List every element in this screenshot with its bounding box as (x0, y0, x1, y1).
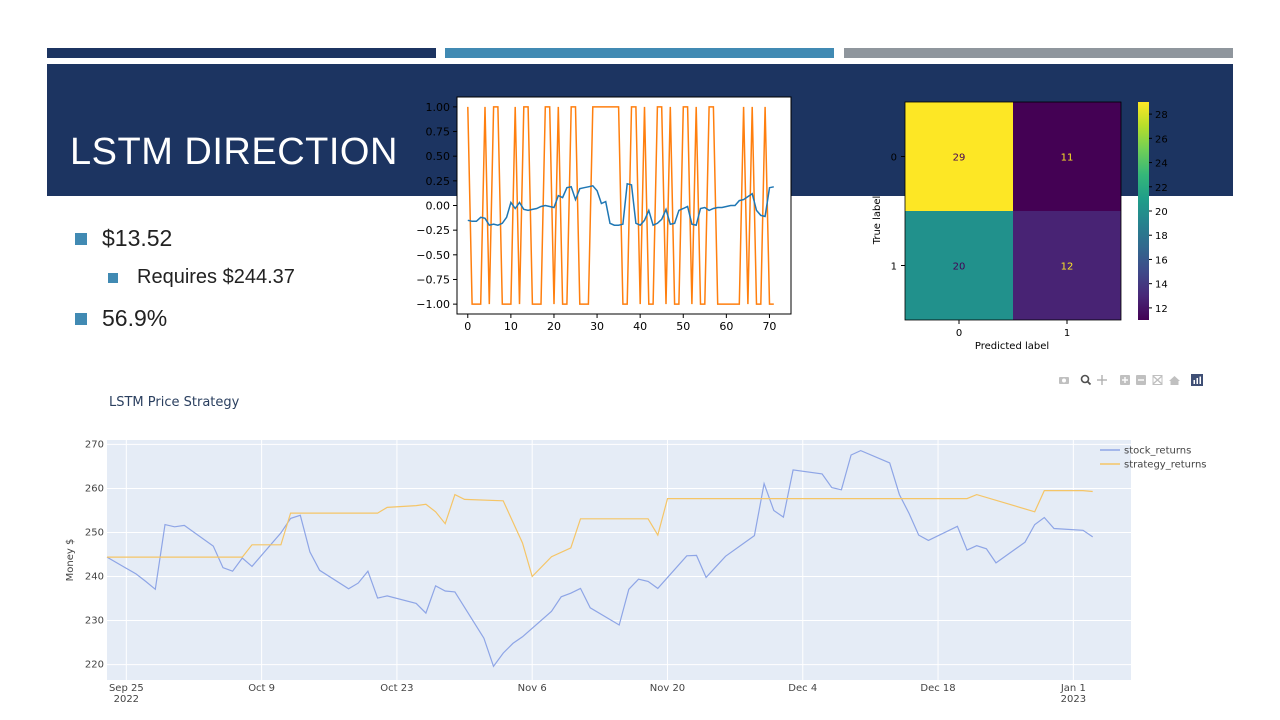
y-tick-label: 270 (85, 439, 104, 450)
chart-title: LSTM Price Strategy (109, 395, 240, 410)
y-tick-label: −0.75 (416, 273, 450, 286)
x-tick-label: 0 (956, 328, 962, 339)
zoom-out-icon[interactable] (1136, 375, 1146, 385)
x-tick-label: 1 (1064, 328, 1070, 339)
x-tick-label: Dec 18 (920, 683, 955, 694)
direction-line-chart: 0 10 20 30 40 50 60 70 1.00 0.75 0.50 0.25 0.00 −0.25… (416, 96, 792, 333)
zoom-in-icon[interactable] (1120, 375, 1130, 385)
plotly-toolbar (1056, 372, 1206, 388)
y-tick-label: 0.75 (426, 126, 451, 139)
predicted-direction-line (467, 106, 774, 305)
y-tick-label: −0.25 (416, 224, 450, 237)
y-tick-label: 0.50 (426, 150, 451, 163)
autoscale-icon[interactable] (1152, 375, 1163, 385)
y-tick-label: 0.25 (426, 175, 451, 188)
accent-bar-gray (844, 48, 1233, 58)
plotly-logo-icon[interactable] (1191, 374, 1203, 386)
x-tick-label: 40 (633, 320, 647, 333)
bullet-marker (75, 313, 87, 325)
accent-bar-light (445, 48, 834, 58)
x-tick-label: 70 (762, 320, 776, 333)
y-tick-label: −1.00 (416, 298, 450, 311)
y-tick-label: 220 (85, 660, 104, 671)
matrix-cell (1013, 211, 1121, 320)
x-tick-label: 20 (547, 320, 561, 333)
y-tick-label: 1.00 (426, 101, 451, 114)
bullet-text: $13.52 (102, 225, 173, 251)
matrix-cell (1013, 102, 1121, 211)
slide-title: LSTM DIRECTION (70, 131, 398, 173)
x-tick-label: 30 (590, 320, 604, 333)
camera-icon[interactable] (1059, 377, 1069, 384)
colorbar-tick-label: 20 (1155, 207, 1168, 218)
colorbar-tick-label: 28 (1155, 110, 1168, 121)
colorbar-tick-label: 18 (1155, 231, 1168, 242)
y-tick-label: 250 (85, 527, 104, 538)
legend-label[interactable]: stock_returns (1124, 446, 1191, 457)
x-tick-label: Oct 23 (380, 683, 413, 694)
matrix-cell (905, 211, 1013, 320)
matrix-cell-value: 29 (953, 153, 966, 164)
pan-icon[interactable] (1097, 375, 1107, 385)
matrix-cell-value: 20 (953, 262, 966, 273)
x-tick-label: Oct 9 (248, 683, 275, 694)
colorbar-tick-label: 26 (1155, 134, 1168, 145)
plot-area (107, 440, 1131, 680)
x-tick-label: Nov 6 (518, 683, 547, 694)
legend-label[interactable]: strategy_returns (1124, 460, 1207, 471)
colorbar-tick-label: 14 (1155, 280, 1168, 291)
bullet-text: 56.9% (102, 305, 168, 331)
colorbar-tick-label: 24 (1155, 159, 1168, 170)
accent-bar-dark (47, 48, 436, 58)
colorbar-tick-label: 16 (1155, 255, 1168, 266)
bullet-marker (75, 233, 87, 245)
home-icon[interactable] (1169, 376, 1180, 385)
x-tick-label: Jan 1 (1060, 683, 1086, 694)
colorbar-tick-label: 12 (1155, 304, 1168, 315)
price-strategy-chart: LSTM Price Strategy 220 230 240 250 260 270 Se… (65, 395, 1207, 705)
y-tick-label: 230 (85, 616, 104, 627)
x-tick-label: 10 (504, 320, 518, 333)
bullet-marker (108, 273, 118, 283)
matrix-cell-value: 12 (1061, 262, 1074, 273)
bullet-text: Requires $244.37 (137, 266, 295, 288)
x-tick-label: Sep 25 (109, 683, 144, 694)
y-tick-label: 0 (891, 153, 897, 164)
model-output-line (467, 182, 774, 227)
y-tick-label: 0.00 (426, 200, 451, 213)
zoom-icon[interactable] (1080, 374, 1092, 386)
x-tick-label: Dec 4 (788, 683, 817, 694)
y-tick-label: 240 (85, 572, 104, 583)
y-axis-label: Money $ (65, 539, 76, 582)
colorbar (1138, 102, 1149, 320)
matrix-cell-value: 11 (1061, 153, 1074, 164)
x-axis-label: Predicted label (975, 341, 1049, 352)
x-tick-label: Nov 20 (650, 683, 685, 694)
x-tick-label: 60 (719, 320, 733, 333)
matrix-frame (904, 101, 1122, 321)
x-tick-year: 2022 (114, 694, 139, 705)
colorbar-tick-label: 22 (1155, 183, 1168, 194)
y-tick-label: 260 (85, 483, 104, 494)
matrix-cell (905, 102, 1013, 211)
stock-returns-line (106, 449, 1094, 668)
x-tick-label: 0 (464, 320, 471, 333)
x-tick-label: 50 (676, 320, 690, 333)
y-axis-label: True label (872, 196, 883, 246)
y-tick-label: −0.50 (416, 249, 450, 262)
x-tick-year: 2023 (1061, 694, 1086, 705)
y-tick-label: 1 (891, 262, 897, 273)
strategy-returns-line (107, 489, 1093, 578)
